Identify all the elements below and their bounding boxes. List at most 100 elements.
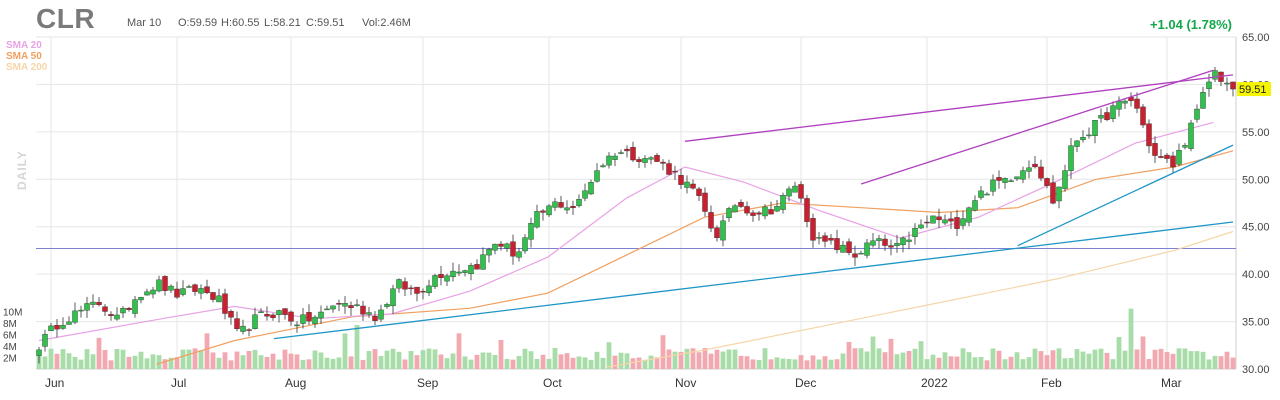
volume-bar: [474, 354, 480, 369]
volume-bar: [1044, 355, 1050, 369]
volume-bar: [990, 348, 996, 369]
volume-bar: [1206, 359, 1212, 369]
candle-body: [1068, 145, 1074, 171]
volume-bar: [762, 348, 768, 369]
candle-body: [558, 202, 564, 208]
volume-bar: [378, 356, 384, 369]
candle-body: [312, 316, 318, 325]
candle-body: [1194, 108, 1200, 120]
volume-bar: [450, 353, 456, 369]
volume-bar: [606, 342, 612, 369]
volume-bar: [612, 355, 618, 369]
volume-bar: [1038, 351, 1044, 369]
candle-body: [834, 238, 840, 251]
chart-header: CLR Mar 10 O:59.59 H:60.55 L:58.21 C:59.…: [0, 0, 1280, 34]
candle-body: [432, 275, 438, 287]
volume-bars: [36, 308, 1236, 369]
volume-bar: [936, 357, 942, 369]
candle-body: [1080, 137, 1086, 141]
candle-body: [318, 311, 324, 319]
volume-bar: [726, 349, 732, 369]
candle-body: [600, 165, 606, 168]
volume-bar: [1032, 348, 1038, 369]
candle-body: [576, 199, 582, 206]
candle-body: [168, 285, 174, 291]
candle-body: [360, 305, 366, 315]
candle-body: [324, 308, 330, 311]
candle-body: [900, 237, 906, 245]
candle-body: [390, 288, 396, 307]
candle-body: [1026, 167, 1032, 172]
candle-body: [594, 170, 600, 182]
volume-bar: [564, 353, 570, 369]
candle-body: [1152, 143, 1158, 156]
candle-body: [198, 288, 204, 294]
x-tick-label: Oct: [543, 376, 562, 390]
volume-bar: [114, 349, 120, 369]
quote-close: C:59.51: [306, 17, 345, 29]
volume-bar: [744, 356, 750, 369]
candle-body: [966, 207, 972, 223]
candle-body: [180, 288, 186, 295]
volume-bar: [198, 350, 204, 369]
candle-body: [822, 235, 828, 242]
volume-bar: [1050, 350, 1056, 369]
grid-lines: [36, 36, 1237, 370]
candle-body: [1110, 105, 1116, 119]
volume-bar: [1014, 352, 1020, 369]
volume-bar: [396, 351, 402, 369]
volume-bar: [1152, 349, 1158, 369]
volume-bar: [48, 348, 54, 369]
candle-body: [282, 308, 288, 315]
candle-body: [504, 243, 510, 249]
candle-body: [930, 215, 936, 224]
volume-bar: [312, 350, 318, 369]
volume-bar: [1008, 356, 1014, 369]
candle-body: [456, 271, 462, 274]
candle-body: [960, 218, 966, 226]
volume-bar: [1194, 351, 1200, 369]
volume-bar: [372, 349, 378, 369]
volume-bar: [384, 350, 390, 369]
volume-bar: [96, 337, 102, 369]
volume-bar: [888, 338, 894, 369]
candle-body: [258, 311, 264, 313]
candle-body: [1212, 70, 1218, 80]
candle-body: [354, 304, 360, 306]
volume-bar: [1092, 349, 1098, 369]
candle-body: [1008, 180, 1014, 182]
candle-body: [408, 287, 414, 290]
candle-body: [252, 314, 258, 329]
volume-bar: [462, 356, 468, 369]
candle-body: [228, 311, 234, 318]
volume-bar: [1218, 356, 1224, 369]
volume-bar: [390, 348, 396, 369]
candle-body: [954, 217, 960, 229]
candle-body: [876, 238, 882, 242]
candle-body: [942, 219, 948, 224]
candle-body: [786, 188, 792, 197]
volume-bar: [210, 352, 216, 369]
volume-bar: [948, 356, 954, 369]
candle-body: [684, 181, 690, 188]
y-tick-label: 35.00: [1242, 317, 1270, 329]
volume-bar: [648, 355, 654, 369]
volume-bar: [294, 354, 300, 369]
candle-body: [642, 158, 648, 163]
candle-body: [336, 303, 342, 305]
candle-body: [150, 289, 156, 295]
volume-bar: [720, 351, 726, 369]
y-tick-label: 65.00: [1242, 32, 1270, 44]
volume-bar: [1086, 353, 1092, 369]
volume-bar: [78, 359, 84, 369]
candle-body: [300, 314, 306, 324]
candle-body: [582, 190, 588, 199]
trendline-purple: [860, 69, 1214, 185]
volume-bar: [168, 357, 174, 369]
candle-body: [1164, 154, 1170, 159]
candle-body: [738, 202, 744, 207]
volume-bar: [1134, 349, 1140, 369]
candle-body: [414, 286, 420, 294]
